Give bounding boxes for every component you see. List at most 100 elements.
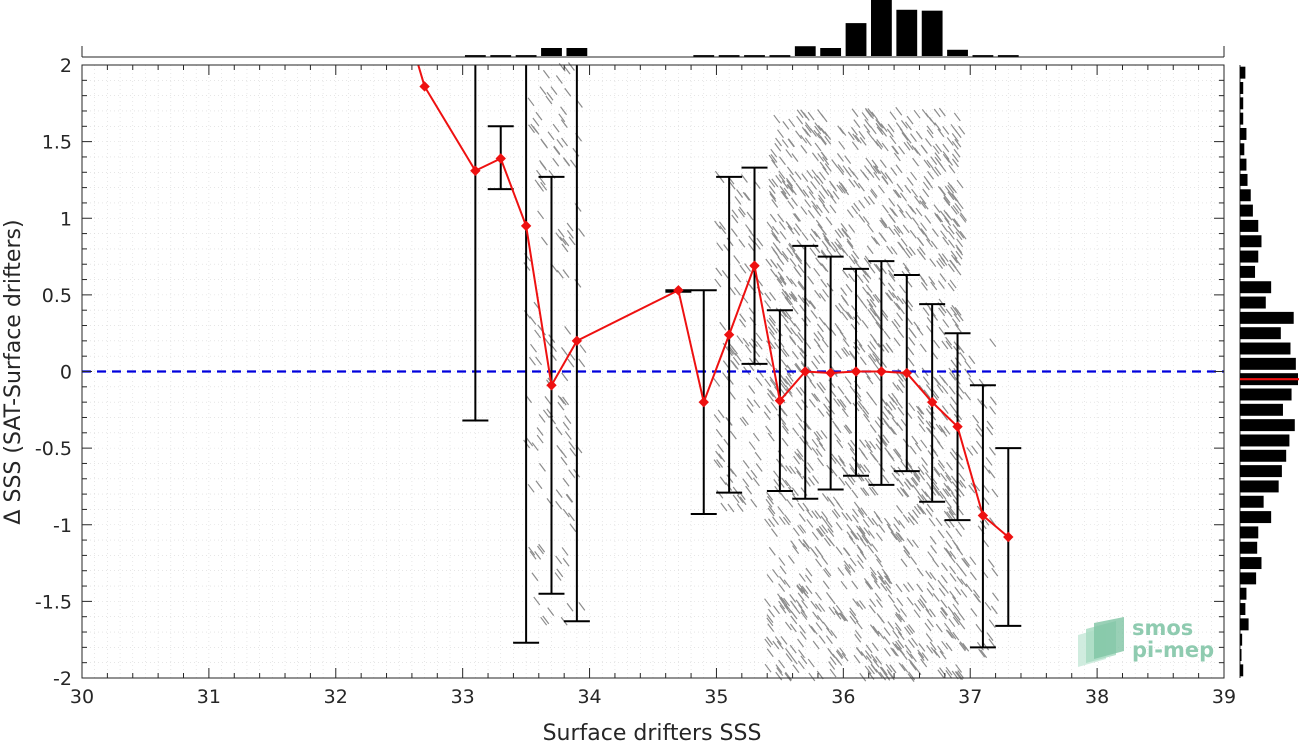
scatter-point	[865, 655, 873, 665]
scatter-point	[814, 125, 822, 135]
scatter-point	[733, 286, 741, 296]
scatter-point	[882, 344, 890, 353]
scatter-point	[768, 314, 776, 324]
scatter-point	[742, 478, 750, 488]
scatter-point	[864, 650, 872, 659]
scatter-point	[908, 624, 916, 633]
scatter-point	[797, 638, 805, 648]
scatter-point	[943, 519, 951, 529]
scatter-point	[736, 189, 744, 198]
right-histogram-bar	[1240, 603, 1246, 616]
scatter-point	[792, 213, 800, 223]
scatter-point	[893, 533, 901, 543]
scatter-point	[952, 204, 960, 214]
scatter-point	[912, 484, 920, 494]
scatter-point	[876, 613, 884, 622]
scatter-point	[913, 147, 921, 157]
scatter-point	[772, 640, 780, 650]
scatter-point	[904, 184, 912, 194]
scatter-point	[561, 372, 569, 382]
scatter-point	[797, 592, 805, 602]
scatter-point	[954, 138, 962, 148]
scatter-point	[829, 656, 837, 666]
scatter-point	[911, 637, 919, 647]
scatter-point	[823, 235, 831, 245]
scatter-point	[844, 395, 852, 405]
scatter-point	[908, 658, 916, 668]
scatter-point	[526, 437, 534, 447]
scatter-point	[839, 612, 847, 622]
scatter-point	[929, 258, 937, 268]
scatter-point	[958, 472, 966, 482]
scatter-point	[741, 416, 749, 426]
scatter-point	[917, 225, 925, 235]
right-histogram-bar	[1240, 633, 1243, 646]
scatter-point	[819, 161, 827, 171]
scatter-point	[890, 465, 898, 474]
scatter-point	[927, 581, 935, 591]
scatter-point	[949, 259, 957, 269]
scatter-point	[943, 510, 951, 520]
scatter-point	[882, 434, 890, 444]
scatter-point	[839, 398, 847, 408]
scatter-point	[826, 524, 834, 533]
scatter-point	[817, 194, 825, 204]
scatter-point	[560, 106, 568, 116]
scatter-point	[823, 403, 831, 413]
scatter-point	[926, 159, 934, 169]
scatter-point	[538, 414, 546, 423]
scatter-point	[802, 502, 810, 512]
scatter-point	[940, 599, 948, 609]
scatter-point	[787, 225, 795, 235]
scatter-point	[845, 512, 853, 522]
scatter-point	[789, 593, 797, 603]
scatter-point	[736, 503, 744, 512]
scatter-point	[561, 137, 569, 147]
scatter-point	[822, 580, 830, 590]
scatter-point	[924, 215, 932, 224]
scatter-point	[858, 130, 866, 140]
scatter-point	[766, 617, 774, 627]
scatter-point	[954, 586, 962, 596]
scatter-point	[785, 375, 793, 385]
scatter-point	[816, 614, 824, 624]
scatter-point	[811, 169, 819, 179]
scatter-point	[903, 481, 911, 491]
scatter-point	[816, 548, 824, 558]
scatter-point	[811, 531, 819, 541]
scatter-point	[862, 216, 870, 225]
scatter-point	[969, 556, 977, 566]
scatter-point	[948, 367, 956, 377]
scatter-point	[837, 386, 845, 395]
scatter-point	[755, 340, 763, 350]
scatter-point	[920, 277, 928, 287]
scatter-point	[820, 251, 828, 260]
scatter-point	[954, 323, 962, 333]
scatter-point	[556, 269, 564, 279]
scatter-point	[888, 197, 896, 207]
scatter-point	[841, 311, 849, 321]
scatter-point	[928, 517, 936, 527]
scatter-point	[722, 372, 730, 381]
scatter-point	[833, 398, 841, 407]
scatter-point	[959, 352, 967, 361]
scatter-point	[544, 337, 552, 347]
scatter-point	[817, 527, 825, 537]
scatter-point	[951, 193, 959, 202]
scatter-point	[561, 243, 569, 253]
scatter-point	[813, 267, 821, 277]
scatter-point	[800, 134, 808, 144]
scatter-point	[945, 530, 953, 540]
scatter-point	[957, 460, 965, 470]
scatter-point	[899, 127, 907, 137]
scatter-point	[847, 131, 855, 141]
scatter-point	[954, 203, 962, 212]
scatter-point	[896, 225, 904, 235]
scatter-point	[844, 564, 852, 573]
median-marker	[495, 153, 506, 164]
scatter-point	[728, 180, 736, 190]
scatter-point	[538, 543, 546, 553]
scatter-point	[896, 373, 904, 382]
scatter-point	[530, 343, 537, 353]
scatter-point	[860, 651, 868, 660]
